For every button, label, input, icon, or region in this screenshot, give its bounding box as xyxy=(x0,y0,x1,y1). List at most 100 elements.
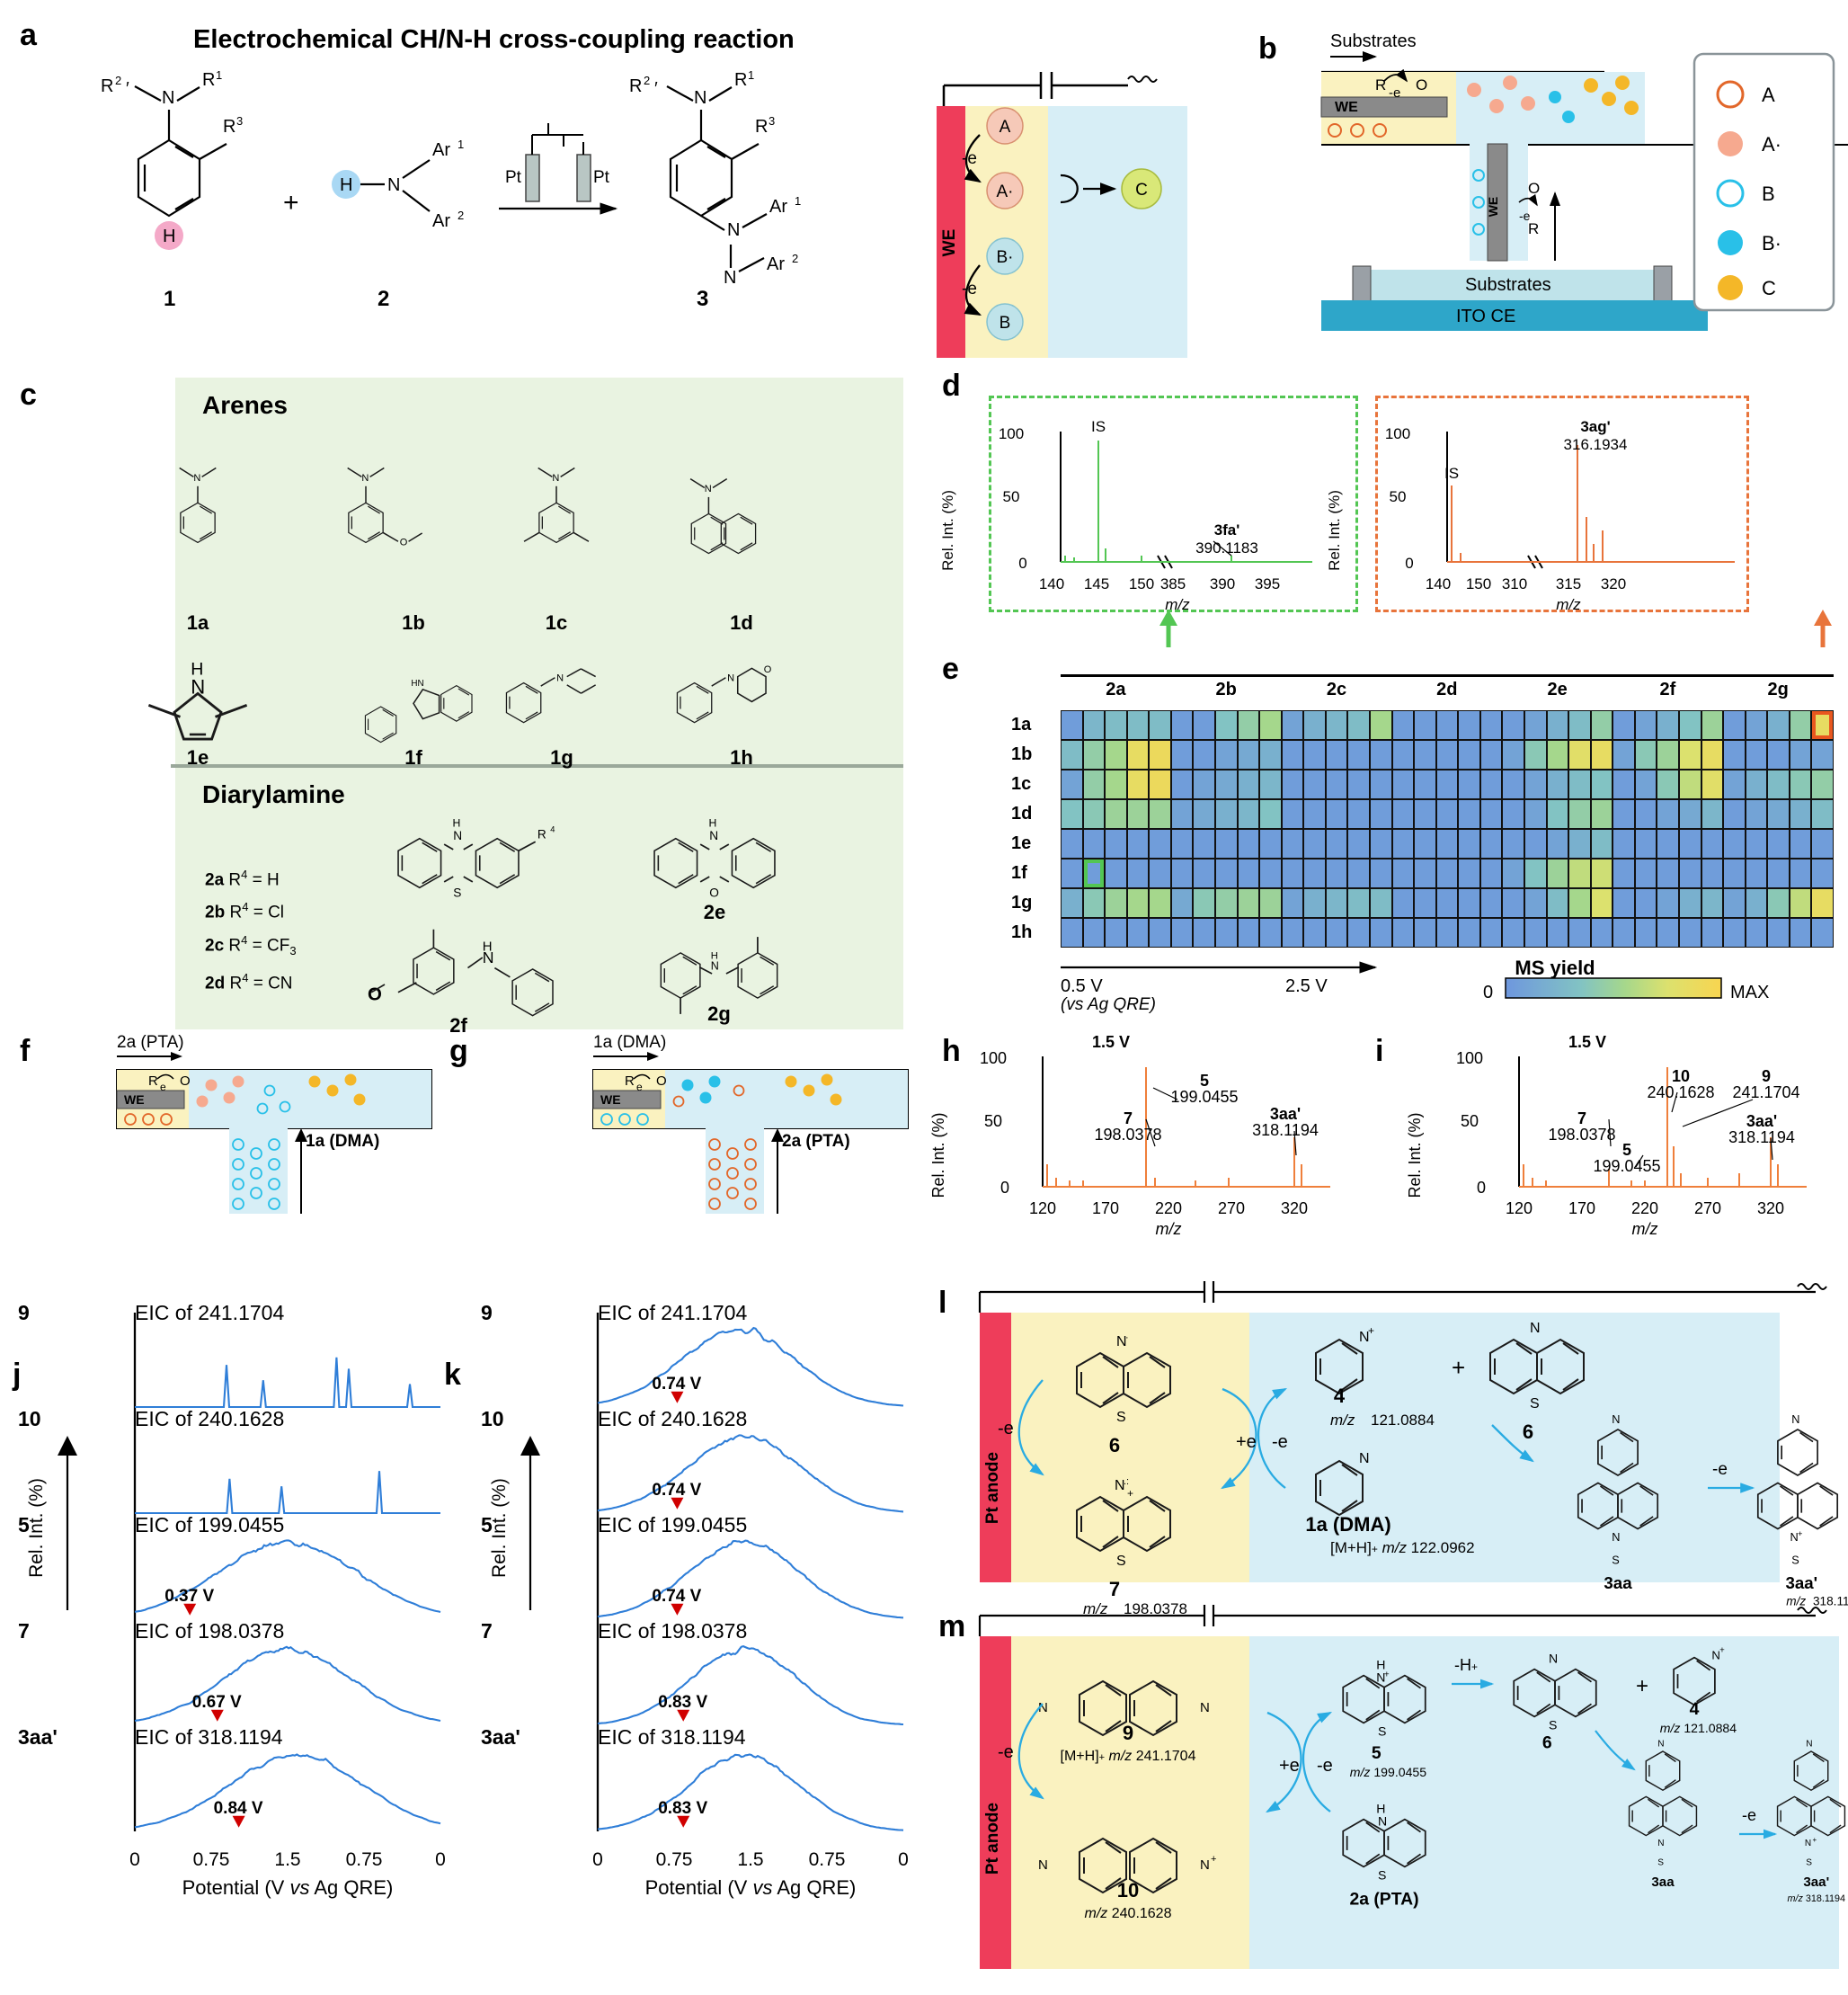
svg-text:10: 10 xyxy=(1117,1879,1139,1901)
svg-text:MAX: MAX xyxy=(1730,983,1769,1002)
svg-text:310: 310 xyxy=(1502,575,1527,592)
svg-text:395: 395 xyxy=(1255,575,1280,592)
svg-text:1: 1 xyxy=(458,138,464,151)
svg-text:2: 2 xyxy=(115,74,121,87)
svg-text:3ag': 3ag' xyxy=(1580,418,1610,435)
svg-text:100: 100 xyxy=(1385,425,1410,442)
svg-text:O: O xyxy=(764,664,772,675)
svg-text:199.0455: 199.0455 xyxy=(1170,1088,1238,1106)
svg-text:A·: A· xyxy=(1762,133,1781,156)
svg-text:m/z 240.1628: m/z 240.1628 xyxy=(1085,1906,1172,1921)
svg-text:Substrates: Substrates xyxy=(1330,31,1417,51)
svg-text:R: R xyxy=(625,1073,635,1089)
svg-text:EIC of 241.1704: EIC of 241.1704 xyxy=(135,1301,284,1324)
svg-text:6: 6 xyxy=(1109,1434,1120,1456)
svg-text:320: 320 xyxy=(1281,1199,1308,1217)
svg-text:Ar: Ar xyxy=(432,211,450,231)
svg-text:4: 4 xyxy=(1690,1699,1700,1719)
svg-text:Rel. Int. (%): Rel. Int. (%) xyxy=(1326,490,1343,571)
svg-text:6: 6 xyxy=(1523,1421,1533,1443)
svg-text:2a (PTA): 2a (PTA) xyxy=(117,1033,184,1052)
svg-text:+: + xyxy=(1452,1354,1465,1381)
svg-text:N: N xyxy=(1612,1530,1620,1544)
svg-text:S: S xyxy=(1116,1554,1126,1569)
svg-text:2g: 2g xyxy=(707,1002,731,1025)
svg-text:S: S xyxy=(1657,1858,1664,1868)
svg-text:121.0884: 121.0884 xyxy=(1371,1412,1435,1429)
svg-text:1.5 V: 1.5 V xyxy=(1092,1033,1130,1051)
svg-text:WE: WE xyxy=(1335,100,1358,115)
svg-text:IS: IS xyxy=(1444,465,1459,482)
svg-text:R: R xyxy=(538,828,546,842)
svg-text:m/z 199.0455: m/z 199.0455 xyxy=(1350,1765,1426,1779)
svg-text:R: R xyxy=(629,76,642,96)
svg-text:R: R xyxy=(734,70,747,90)
svg-text:B: B xyxy=(1000,314,1011,333)
svg-text:3aa: 3aa xyxy=(1604,1573,1632,1592)
svg-text:WE: WE xyxy=(940,229,959,257)
svg-text:1b: 1b xyxy=(402,611,425,634)
svg-text:3aa': 3aa' xyxy=(481,1725,520,1749)
svg-text:N: N xyxy=(1200,1857,1210,1873)
svg-text:+e: +e xyxy=(1279,1756,1300,1776)
svg-text:A: A xyxy=(1762,84,1775,106)
svg-text:1.5: 1.5 xyxy=(737,1849,763,1870)
svg-text:0: 0 xyxy=(1018,555,1026,572)
svg-text:O: O xyxy=(180,1073,191,1089)
svg-text:0.37 V: 0.37 V xyxy=(164,1587,214,1606)
svg-text:3aa': 3aa' xyxy=(1785,1573,1817,1592)
svg-text:0: 0 xyxy=(1000,1179,1009,1197)
svg-text:N: N xyxy=(1378,1814,1387,1829)
svg-text:9: 9 xyxy=(1762,1067,1771,1085)
svg-text:1a: 1a xyxy=(187,611,209,634)
svg-text:390: 390 xyxy=(1210,575,1235,592)
svg-text:Rel. Int. (%): Rel. Int. (%) xyxy=(1406,1112,1424,1198)
svg-text:1c: 1c xyxy=(546,611,567,634)
svg-text:m/z: m/z xyxy=(1556,596,1581,613)
svg-text:1: 1 xyxy=(795,194,801,208)
svg-text:Rel. Int. (%): Rel. Int. (%) xyxy=(929,1112,947,1198)
svg-text:(vs Ag QRE): (vs Ag QRE) xyxy=(1061,995,1156,1014)
svg-text:Ar: Ar xyxy=(432,140,450,160)
svg-text:145: 145 xyxy=(1084,575,1109,592)
svg-text:2a (PTA): 2a (PTA) xyxy=(1349,1890,1418,1910)
svg-text:0.83 V: 0.83 V xyxy=(658,1693,707,1712)
svg-text:1a (DMA): 1a (DMA) xyxy=(1305,1513,1390,1536)
svg-text:2: 2 xyxy=(644,74,650,87)
svg-text:Pt anode: Pt anode xyxy=(983,1452,1002,1524)
svg-text:+: + xyxy=(1719,1645,1725,1655)
svg-text:50: 50 xyxy=(1003,488,1020,505)
svg-text:100: 100 xyxy=(980,1049,1007,1067)
svg-text:Rel. Int. (%): Rel. Int. (%) xyxy=(26,1478,47,1578)
svg-text:WE: WE xyxy=(124,1092,145,1107)
svg-text:Ar: Ar xyxy=(767,254,785,274)
svg-text:ITO CE: ITO CE xyxy=(1456,307,1515,326)
svg-text:[M+H]+ m/z 122.0962: [M+H]+ m/z 122.0962 xyxy=(1330,1539,1475,1556)
svg-text:0.75: 0.75 xyxy=(809,1849,846,1870)
svg-text:N: N xyxy=(556,672,564,683)
svg-text:0.84 V: 0.84 V xyxy=(214,1799,263,1818)
svg-text:316.1934: 316.1934 xyxy=(1564,436,1628,453)
svg-text:150: 150 xyxy=(1129,575,1154,592)
svg-text:270: 270 xyxy=(1218,1199,1245,1217)
svg-text:B: B xyxy=(1762,183,1775,205)
svg-text:0: 0 xyxy=(435,1849,446,1870)
svg-text:+e: +e xyxy=(1236,1432,1257,1452)
svg-text:0.74 V: 0.74 V xyxy=(652,1481,701,1500)
svg-text:R: R xyxy=(148,1073,158,1089)
svg-text:H: H xyxy=(340,175,352,195)
svg-text:R: R xyxy=(755,117,768,137)
svg-text:6: 6 xyxy=(1542,1733,1552,1753)
svg-text:9: 9 xyxy=(1123,1722,1133,1744)
svg-text:0.74 V: 0.74 V xyxy=(652,1587,701,1606)
svg-text:0.83 V: 0.83 V xyxy=(658,1799,707,1818)
svg-text:N: N xyxy=(1657,1739,1664,1749)
svg-text:N: N xyxy=(1549,1652,1558,1666)
svg-text:150: 150 xyxy=(1466,575,1491,592)
svg-text:S: S xyxy=(1806,1858,1812,1868)
svg-text:1: 1 xyxy=(748,68,754,82)
svg-text:9: 9 xyxy=(481,1301,493,1324)
svg-text:N: N xyxy=(1530,1321,1541,1336)
svg-text:2.5 V: 2.5 V xyxy=(1285,976,1328,996)
svg-text:N: N xyxy=(361,473,369,484)
